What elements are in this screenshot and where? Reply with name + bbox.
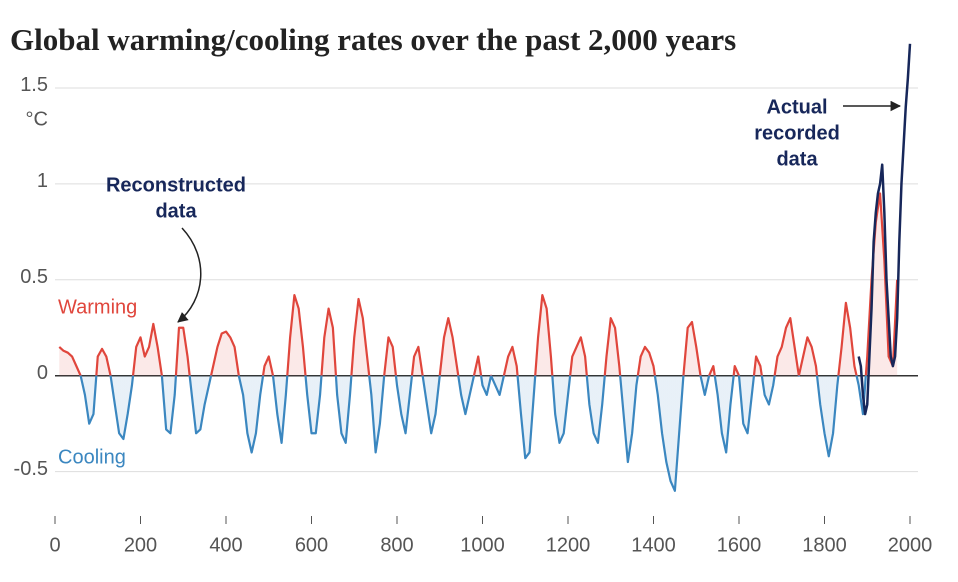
arrow [177,227,202,323]
warming-label: Warming [58,296,137,318]
y-unit: °C [26,108,48,130]
shade-area [59,193,898,491]
y-tick-label: 1.5 [20,74,48,96]
x-tick-label: 1600 [717,534,762,556]
annotation: data [155,200,197,222]
annotation: recorded [754,122,840,144]
annotations: Warming Cooling Reconstructed data Actual rec… [58,96,902,468]
x-tick-label: 600 [295,534,328,556]
x-tick-label: 1400 [631,534,676,556]
y-tick-label: 1 [37,170,48,192]
annotation: Reconstructed [106,174,246,196]
annotation: Actual [766,96,827,118]
x-tick-label: 800 [380,534,413,556]
y-tick-label: -0.5 [14,458,48,480]
plot [58,43,912,492]
cooling-label: Cooling [58,446,126,468]
x-tick-label: 1000 [460,534,505,556]
x-tick-label: 1200 [546,534,591,556]
series-line [857,43,912,416]
series-line [58,192,899,492]
annotation: data [776,148,818,170]
x-tick-label: 400 [209,534,242,556]
x-tick-label: 0 [49,534,60,556]
x-tick-label: 200 [124,534,157,556]
grid: -0.5 0 0.5 1 1.5 0 200 400 600 800 1000 1200 1400 160… [14,74,933,556]
chart-title: Global warming/cooling rates over the pa… [10,22,736,57]
y-tick-label: 0.5 [20,266,48,288]
y-tick-label: 0 [37,362,48,384]
x-tick-label: 1800 [802,534,847,556]
x-tick-label: 2000 [888,534,933,556]
